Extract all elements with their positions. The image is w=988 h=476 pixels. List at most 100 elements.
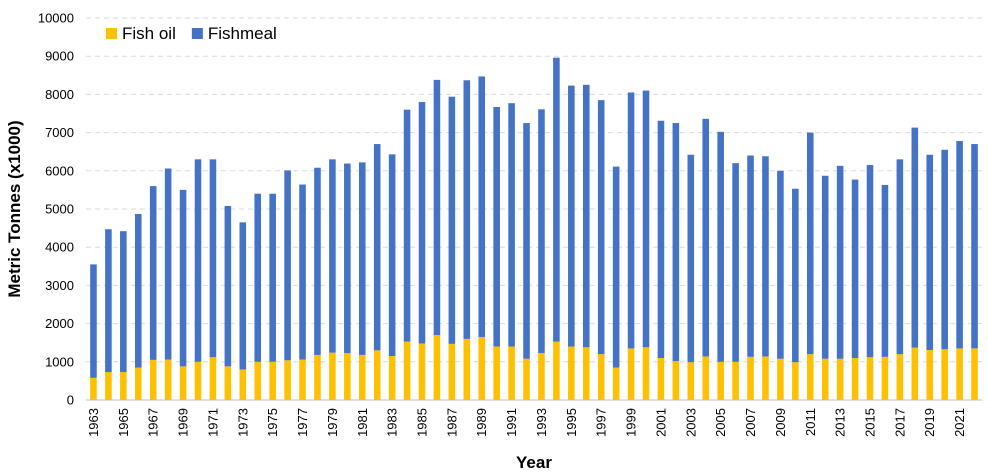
bar-fish-oil-1971 — [209, 357, 217, 400]
bar-fishmeal-2020 — [941, 149, 948, 350]
bar-fishmeal-2007 — [747, 155, 754, 357]
bar-fishmeal-1989 — [478, 76, 486, 337]
bar-fish-oil-1977 — [299, 359, 306, 400]
gridlines — [86, 17, 982, 363]
bar-fish-oil-1991 — [508, 346, 515, 400]
bar-fish-oil-2018 — [911, 347, 919, 400]
y-tick-label: 8000 — [45, 87, 74, 102]
x-tick-label: 1975 — [265, 408, 280, 437]
bar-fishmeal-2001 — [657, 120, 665, 358]
bar-fish-oil-1970 — [194, 361, 202, 400]
bar-fish-oil-2007 — [747, 356, 754, 400]
bar-fishmeal-1973 — [239, 222, 247, 370]
bar-fishmeal-1986 — [433, 79, 441, 336]
bar-fishmeal-2003 — [687, 154, 695, 363]
x-tick-label: 2015 — [863, 408, 878, 437]
bar-fishmeal-1982 — [373, 144, 381, 351]
x-tick-label: 1997 — [594, 408, 609, 437]
bar-fish-oil-1996 — [582, 347, 590, 400]
x-tick-label: 1995 — [564, 408, 579, 437]
x-tick-label: 2019 — [922, 408, 937, 437]
bar-fishmeal-2014 — [851, 179, 859, 358]
bar-fish-oil-1965 — [120, 372, 127, 400]
y-tick-label: 7000 — [45, 125, 74, 140]
x-tick-label: 2001 — [653, 408, 668, 437]
bar-fishmeal-1963 — [90, 264, 97, 378]
x-tick-label: 1999 — [624, 408, 639, 437]
y-tick-label: 6000 — [45, 163, 74, 178]
bar-fish-oil-2008 — [762, 356, 769, 400]
bar-fishmeal-1974 — [254, 193, 262, 362]
bar-fishmeal-2016 — [881, 184, 889, 357]
y-tick-label: 4000 — [45, 240, 74, 255]
bar-fish-oil-2001 — [657, 357, 665, 400]
bar-fishmeal-2008 — [762, 156, 769, 357]
bar-fish-oil-2004 — [702, 356, 710, 400]
bar-fishmeal-1983 — [388, 154, 396, 357]
bar-fishmeal-2004 — [702, 118, 710, 357]
bar-fishmeal-1987 — [448, 96, 456, 344]
x-tick-label: 2007 — [743, 408, 758, 437]
bar-fish-oil-2020 — [941, 349, 948, 400]
bar-fish-oil-1963 — [90, 377, 97, 400]
x-tick-label: 1965 — [116, 408, 131, 437]
bar-fish-oil-2017 — [896, 354, 904, 400]
bar-fishmeal-1965 — [120, 231, 127, 373]
bar-fish-oil-2002 — [672, 361, 680, 400]
x-tick-label: 1991 — [504, 408, 519, 437]
y-tick-label: 5000 — [45, 202, 74, 217]
bar-fishmeal-1969 — [179, 189, 187, 367]
legend-swatch-1 — [191, 28, 203, 39]
bar-fish-oil-2013 — [836, 358, 844, 400]
x-tick-label: 1987 — [444, 408, 459, 437]
bar-fishmeal-1964 — [105, 229, 112, 373]
bar-fish-oil-1972 — [224, 366, 232, 400]
bar-fish-oil-1966 — [134, 367, 142, 400]
x-tick-label: 2011 — [803, 408, 818, 436]
x-tick-label: 1985 — [415, 408, 430, 437]
y-tick-label: 10000 — [38, 11, 74, 26]
bar-fish-oil-1984 — [403, 341, 411, 400]
x-tick-label: 1969 — [176, 408, 191, 437]
bar-fish-oil-1983 — [388, 356, 396, 400]
bar-fish-oil-1973 — [239, 369, 247, 400]
x-tick-label: 1971 — [205, 408, 220, 437]
bar-fish-oil-2011 — [806, 354, 814, 400]
bar-fish-oil-2019 — [926, 349, 934, 400]
bar-fish-oil-2022 — [971, 348, 978, 400]
y-tick-label: 9000 — [45, 49, 74, 64]
bar-fish-oil-1998 — [612, 367, 620, 400]
legend-label-0: Fish oil — [122, 24, 176, 43]
x-tick-label: 2017 — [892, 408, 907, 437]
bar-fish-oil-1999 — [627, 348, 635, 400]
y-tick-label: 1000 — [45, 354, 74, 369]
bar-fishmeal-1996 — [582, 84, 590, 348]
bar-fishmeal-1991 — [508, 103, 515, 347]
y-tick-label: 0 — [67, 393, 74, 408]
bar-fishmeal-1997 — [597, 100, 605, 355]
bar-fishmeal-1993 — [538, 109, 545, 354]
bar-fish-oil-1994 — [553, 341, 560, 400]
bar-fish-oil-1993 — [538, 353, 545, 400]
x-tick-label: 1963 — [86, 408, 101, 437]
x-tick-label: 1983 — [385, 408, 400, 437]
bar-fishmeal-1990 — [493, 107, 500, 347]
bar-fish-oil-2015 — [866, 357, 874, 400]
bar-fish-oil-1981 — [358, 354, 366, 400]
bar-fish-oil-2012 — [821, 358, 829, 400]
bar-fishmeal-1985 — [418, 102, 426, 344]
bars — [90, 57, 978, 400]
bar-fishmeal-1988 — [463, 80, 471, 339]
bar-fishmeal-1967 — [149, 186, 157, 360]
bar-fishmeal-1966 — [134, 213, 142, 368]
x-tick-label: 1977 — [295, 408, 310, 437]
bar-fish-oil-1989 — [478, 336, 486, 400]
y-axis-title: Metric Tonnes (x1000) — [5, 120, 24, 297]
bar-fishmeal-1972 — [224, 205, 232, 367]
bar-fishmeal-1977 — [299, 184, 306, 360]
x-tick-label: 2013 — [833, 408, 848, 437]
bar-fish-oil-2000 — [642, 347, 650, 400]
bar-fish-oil-2003 — [687, 362, 695, 400]
bar-fishmeal-1970 — [194, 159, 202, 362]
bar-fishmeal-1999 — [627, 92, 635, 349]
